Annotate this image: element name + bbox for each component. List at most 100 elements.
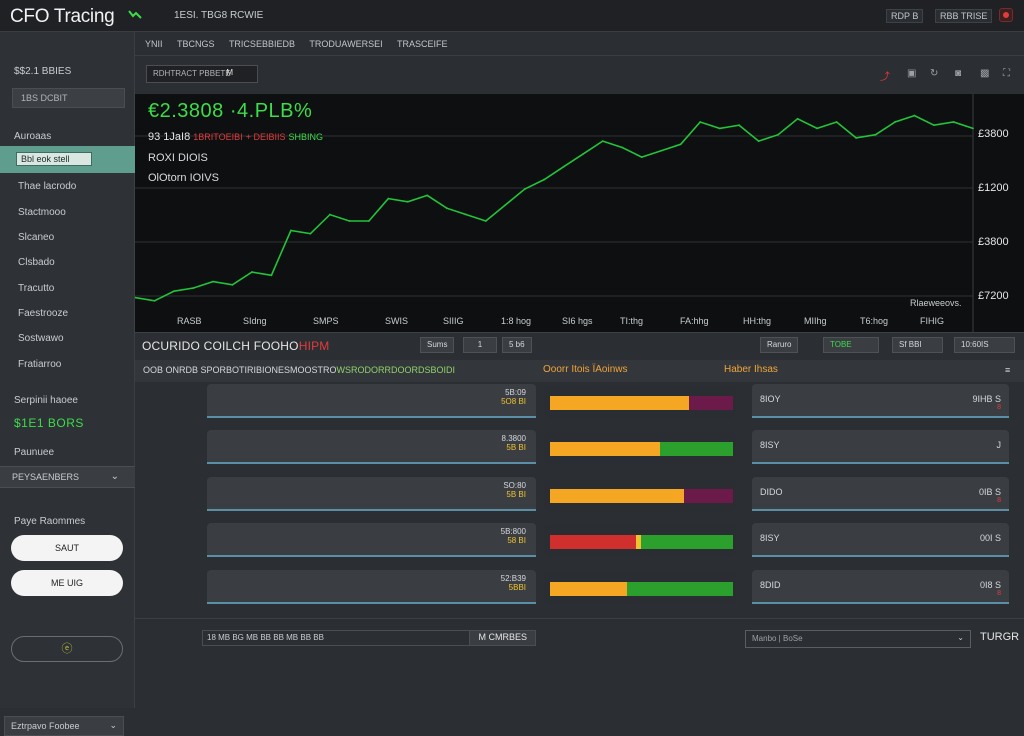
sums-button[interactable]: Sums [420, 337, 455, 353]
top-right-control-2[interactable]: RBB TRISE [935, 9, 993, 23]
footer-link[interactable]: TURGR [980, 631, 1020, 643]
order-side-value-flag: 8 [997, 404, 1001, 411]
top-right-control-1[interactable]: RDP B [886, 9, 924, 23]
price-point [290, 229, 292, 232]
size-button[interactable]: 5 b6 [502, 337, 532, 353]
price-point [777, 133, 780, 136]
alert-bell-icon[interactable]: ▩ [980, 68, 990, 79]
pagination-button[interactable]: M CMRBES [469, 631, 535, 645]
sidebar-section-title: Auroaas [14, 131, 52, 142]
sidebar-item[interactable]: Faestrooze [18, 308, 69, 319]
order-side-cell[interactable]: 8ISY J [752, 430, 1009, 464]
sidebar-item[interactable]: Thae lacrodo [18, 181, 77, 192]
secondary-action-button[interactable]: ME UIG [11, 570, 123, 596]
order-row-values: 5B:09 5O8 BI [501, 388, 526, 406]
primary-action-button[interactable]: SAUT [11, 535, 123, 561]
price-point [173, 290, 175, 293]
order-row[interactable]: 5B:09 5O8 BI [207, 384, 536, 418]
order-value-secondary: 58 BI [507, 536, 526, 545]
green-filter-button[interactable]: TOBE [823, 337, 879, 353]
price-point [835, 121, 838, 123]
order-side-value-flag: 8 [997, 497, 1001, 504]
y-axis-label: £3800 [978, 128, 1009, 140]
chart-label: OlOtorn IOIVS [148, 172, 219, 184]
price-sub-red: 1BRITOEIBI [193, 132, 243, 142]
timeframe-button[interactable]: M [226, 68, 233, 77]
sidebar-bottom-select[interactable]: Eztrpavo Foobee ⌄ [4, 716, 124, 736]
menu-icon[interactable]: ≡ [1005, 365, 1011, 375]
order-side-value-main: 00I S [979, 533, 1001, 543]
pagination[interactable]: 18 MB BG MB BB BB MB BB BB M CMRBES [202, 630, 536, 646]
refresh-icon[interactable]: ↻ [930, 68, 939, 79]
y-axis-label: £3800 [978, 236, 1009, 248]
x-axis-label: SWIS [385, 316, 409, 326]
sidebar-item[interactable]: Tracutto [18, 283, 55, 294]
fullscreen-icon[interactable]: ⛶ [1003, 68, 1010, 79]
sidebar-item[interactable]: Sostwawo [18, 333, 64, 344]
order-side-label: 8ISY [760, 440, 780, 450]
sidebar-section-title: Paunuee [14, 447, 55, 458]
price-point [601, 140, 604, 143]
bar-segment [683, 489, 733, 503]
search-select[interactable]: Manbo | BoSe ⌄ [745, 630, 971, 648]
bar-segment [659, 442, 733, 456]
chart-settings-icon[interactable]: ▣ [907, 68, 917, 79]
order-row[interactable]: 5B:800 58 BI [207, 523, 536, 557]
sidebar-section-title: $$2.1 BBIES [14, 66, 72, 77]
alert-icon[interactable] [999, 8, 1013, 22]
x-axis-label: SIIIG [443, 316, 464, 326]
price-point [523, 188, 526, 190]
column-a2-label: SPORBOTIRIBIONESMOOSTRO [200, 365, 337, 375]
sidebar-item[interactable]: Clsbado [18, 257, 55, 268]
camera-icon[interactable]: ◙ [955, 68, 962, 79]
order-row[interactable]: 8.3800 5B BI [207, 430, 536, 464]
price-chart[interactable] [135, 94, 1024, 332]
order-row-values: SO:80 5B BI [503, 481, 526, 499]
sidebar-item-active[interactable]: Bbl eok stell [0, 146, 135, 173]
count-button[interactable]: 1 [463, 337, 497, 353]
time-button[interactable]: 10:60IS [954, 337, 1015, 353]
order-row[interactable]: 52:B39 5BBI [207, 570, 536, 604]
order-side-value: 00I S [980, 533, 1001, 543]
sidebar-select[interactable]: PEYSAENBERS ⌄ [0, 466, 135, 488]
order-value-primary: 8.3800 [501, 434, 526, 443]
indicator-icon[interactable]: ⤴ [880, 72, 890, 83]
sidebar-active-label: Bbl eok stell [16, 152, 92, 166]
order-progress-bar [550, 396, 733, 410]
sf-button[interactable]: Sf BBI [892, 337, 943, 353]
menu-item[interactable]: TRODUAWERSEI [309, 39, 383, 49]
sidebar-item[interactable]: Stactmooo [18, 207, 66, 218]
menu-item[interactable]: YNII [145, 39, 163, 49]
outline-action-button[interactable]: ⓔ [11, 636, 123, 662]
order-row[interactable]: SO:80 5B BI [207, 477, 536, 511]
order-progress-bar [550, 582, 733, 596]
bar-segment [550, 442, 660, 456]
orders-title-b: COILCH FOOHO [203, 339, 299, 353]
price-point [387, 197, 390, 200]
order-side-cell[interactable]: 8ISY 00I S [752, 523, 1009, 557]
order-side-value-main: 9IHB S [972, 394, 1001, 404]
timeframe-selector[interactable]: RDHTRACT PBBETE M [146, 65, 258, 83]
price-point [135, 296, 136, 299]
menu-item[interactable]: TRASCEIFE [397, 39, 448, 49]
x-axis-label: FA:hhg [680, 316, 709, 326]
price-point [796, 117, 799, 120]
sidebar-item[interactable]: Slcaneo [18, 232, 55, 243]
price-point [231, 283, 234, 286]
chart-note: Rlaeweeovs. [910, 298, 962, 308]
sidebar-input[interactable]: 1BS DCBIT [12, 88, 125, 108]
order-progress-bar [550, 442, 733, 456]
sidebar-item[interactable]: Fratiarroo [18, 359, 62, 370]
price-point [309, 232, 312, 235]
price-point [582, 153, 585, 155]
range-button[interactable]: Raruro [760, 337, 799, 353]
menu-item[interactable]: TBCNGS [176, 39, 215, 49]
bar-segment [550, 396, 690, 410]
order-value-primary: 5B:800 [500, 527, 526, 536]
menu-item[interactable]: TRICSEBBIEDB [228, 39, 295, 49]
pagination-pages[interactable]: 18 MB BG MB BB BB MB BB BB [207, 633, 324, 642]
